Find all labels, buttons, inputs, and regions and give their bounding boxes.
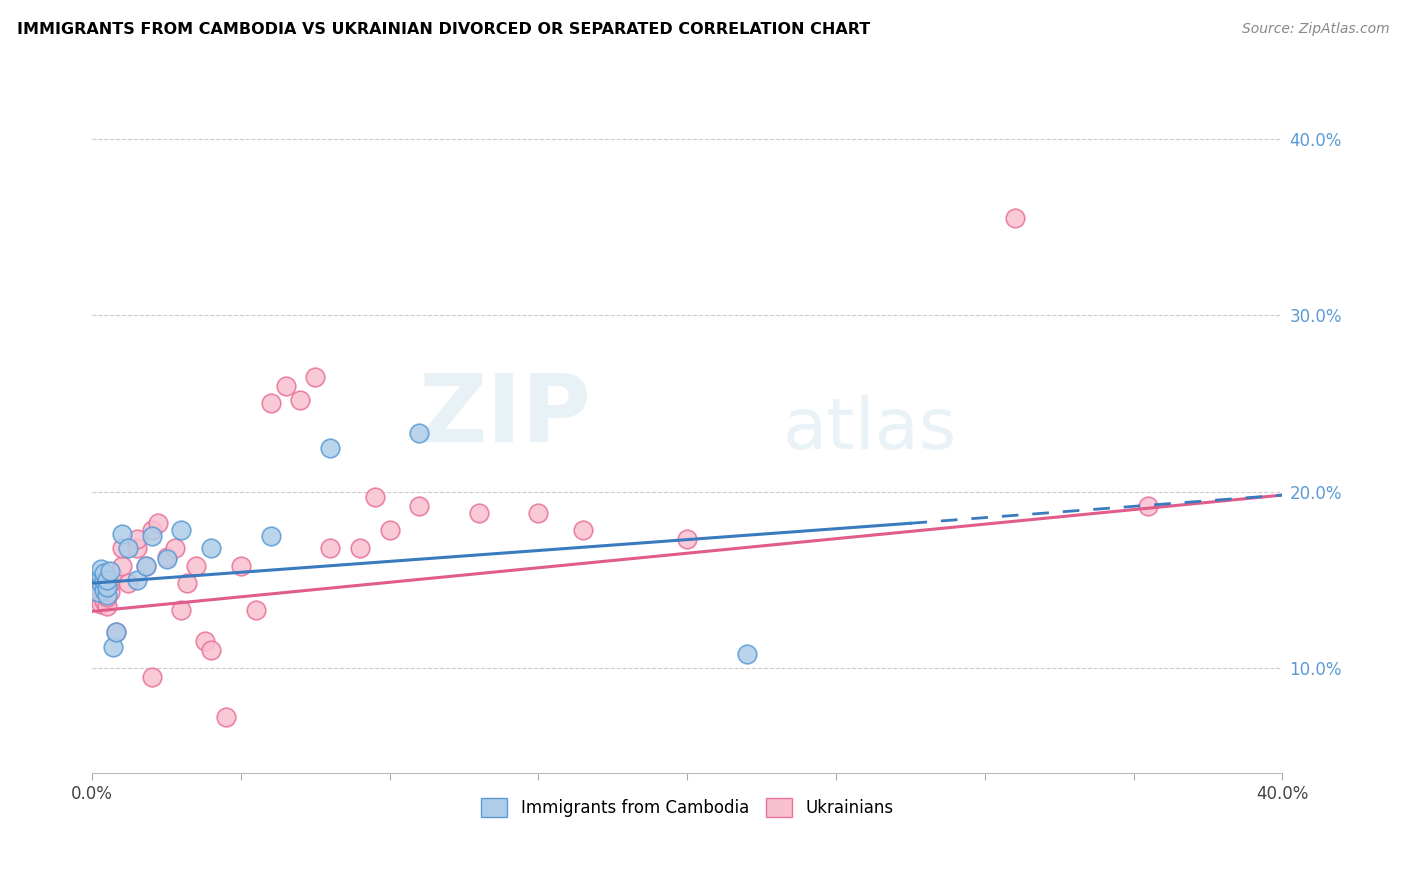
Point [319, 541, 342, 555]
Text: atlas: atlas [783, 395, 957, 465]
Point [176, 576, 198, 591]
Point [304, 370, 326, 384]
Point [93, 576, 115, 591]
Text: Source: ZipAtlas.com: Source: ZipAtlas.com [1241, 22, 1389, 37]
Point [245, 602, 267, 616]
Point [90, 585, 112, 599]
Point [155, 551, 177, 566]
Point [117, 576, 139, 591]
Point [468, 506, 491, 520]
Point [200, 541, 222, 555]
Legend: Immigrants from Cambodia, Ukrainians: Immigrants from Cambodia, Ukrainians [474, 791, 900, 823]
Point [93, 574, 115, 589]
Point [87, 585, 110, 599]
Point [111, 526, 134, 541]
Point [93, 583, 115, 598]
Point [125, 532, 148, 546]
Point [96, 580, 118, 594]
Point [96, 591, 118, 605]
Point [527, 506, 550, 520]
Point [186, 558, 208, 573]
Point [1137, 499, 1160, 513]
Point [93, 585, 115, 599]
Point [165, 541, 187, 555]
Point [125, 541, 148, 555]
Point [319, 441, 342, 455]
Point [572, 524, 595, 538]
Point [90, 562, 112, 576]
Point [93, 594, 115, 608]
Point [117, 541, 139, 555]
Point [290, 392, 312, 407]
Point [104, 625, 127, 640]
Point [141, 669, 163, 683]
Point [111, 558, 134, 573]
Point [104, 625, 127, 640]
Point [101, 569, 124, 583]
Point [87, 591, 110, 605]
Point [96, 589, 118, 603]
Point [141, 524, 163, 538]
Point [676, 532, 699, 546]
Point [93, 566, 115, 580]
Point [98, 585, 121, 599]
Point [96, 573, 118, 587]
Point [274, 379, 297, 393]
Point [90, 597, 112, 611]
Point [135, 558, 157, 573]
Point [96, 582, 118, 596]
Point [96, 599, 118, 613]
Point [90, 576, 112, 591]
Point [155, 549, 177, 564]
Point [408, 426, 430, 441]
Point [1004, 211, 1026, 226]
Point [378, 524, 401, 538]
Point [260, 396, 283, 410]
Point [141, 528, 163, 542]
Point [111, 541, 134, 555]
Point [229, 558, 252, 573]
Point [98, 576, 121, 591]
Point [170, 524, 193, 538]
Text: IMMIGRANTS FROM CAMBODIA VS UKRAINIAN DIVORCED OR SEPARATED CORRELATION CHART: IMMIGRANTS FROM CAMBODIA VS UKRAINIAN DI… [17, 22, 870, 37]
Point [364, 490, 387, 504]
Point [349, 541, 371, 555]
Point [215, 710, 238, 724]
Point [98, 564, 121, 578]
Point [96, 573, 118, 587]
Point [735, 647, 758, 661]
Text: ZIP: ZIP [419, 370, 592, 462]
Point [408, 499, 430, 513]
Point [135, 558, 157, 573]
Point [194, 634, 217, 648]
Point [125, 573, 148, 587]
Point [260, 528, 283, 542]
Point [90, 569, 112, 583]
Point [90, 576, 112, 591]
Point [146, 516, 169, 531]
Point [170, 602, 193, 616]
Point [101, 640, 124, 654]
Point [200, 643, 222, 657]
